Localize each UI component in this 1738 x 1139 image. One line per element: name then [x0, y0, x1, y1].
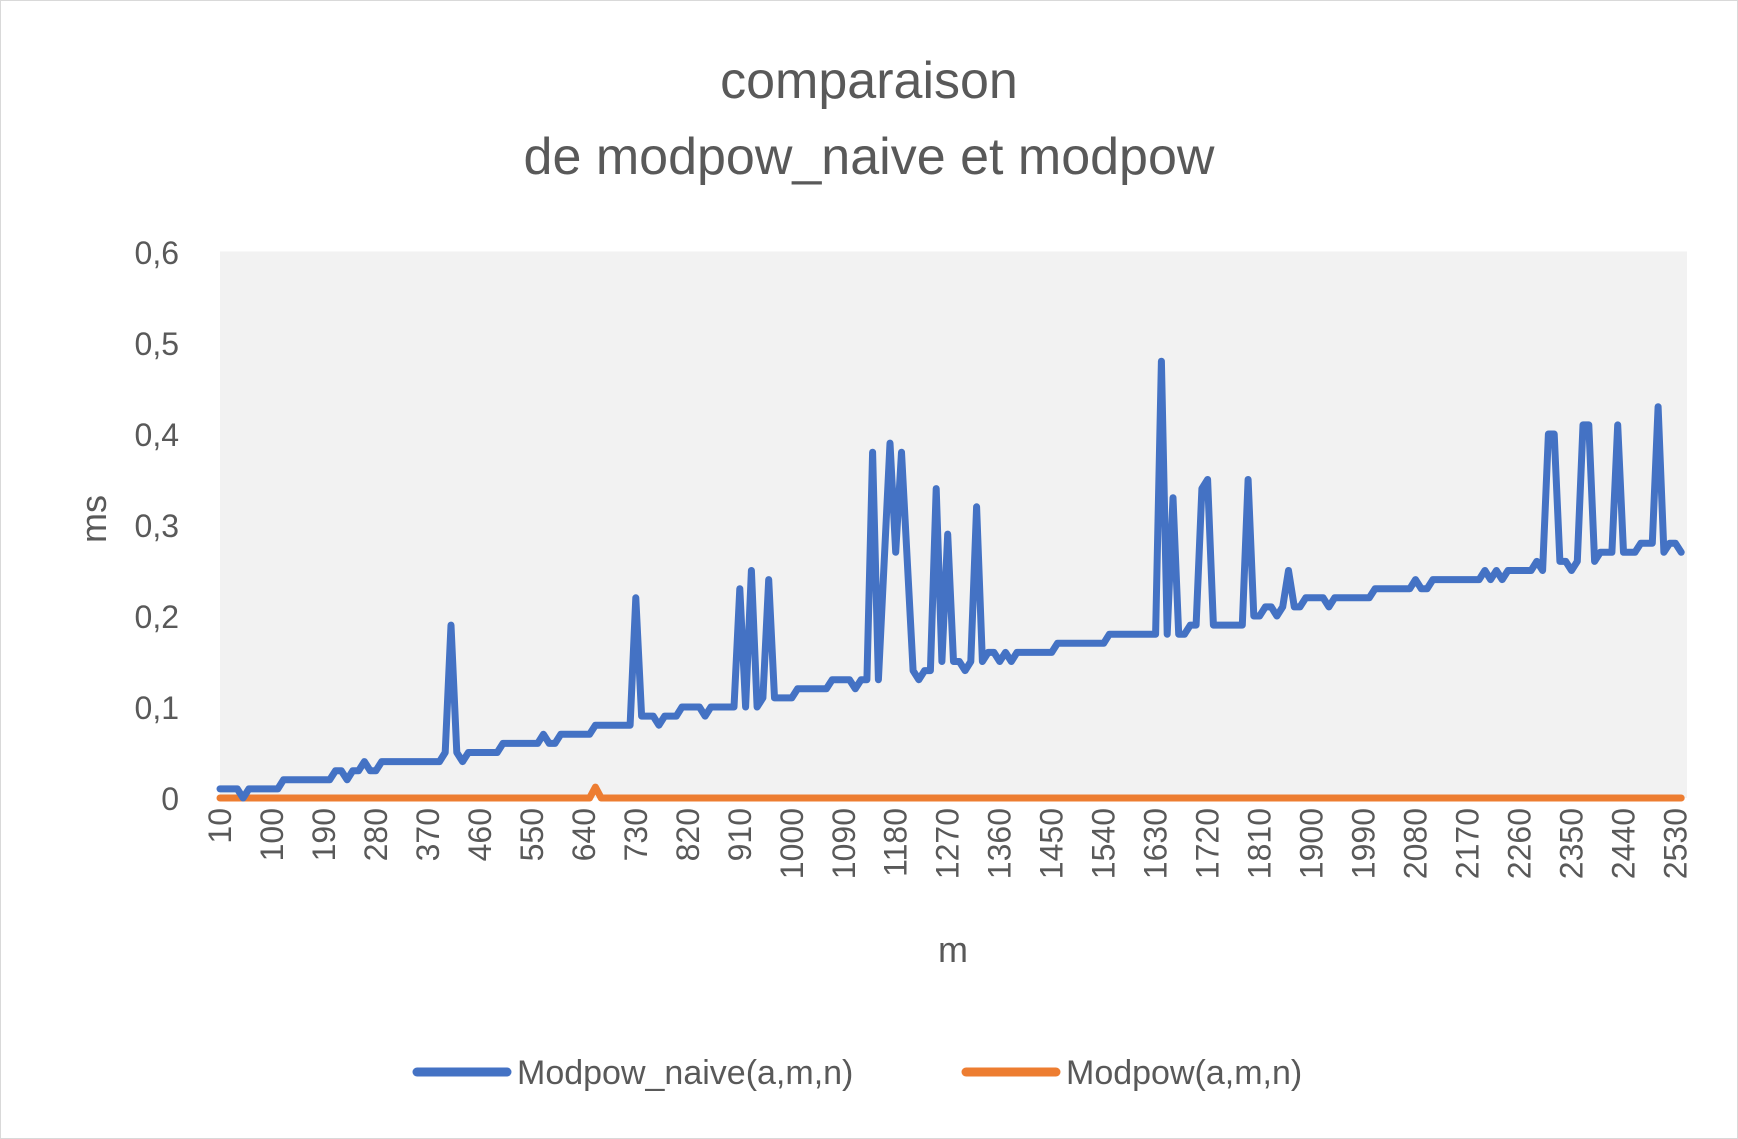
- y-axis-title: ms: [73, 495, 114, 543]
- x-tick-label: 1810: [1242, 808, 1278, 879]
- y-tick-label: 0,1: [135, 690, 179, 726]
- x-tick-label: 1630: [1138, 808, 1174, 879]
- x-tick-label: 2170: [1450, 808, 1486, 879]
- x-tick-label: 460: [462, 808, 498, 861]
- x-axis-ticks: 10 100 190 280 370 460 550 640 730 820 910 1000 1090…: [202, 808, 1693, 879]
- series-line-modpow-naive: [216, 357, 1685, 802]
- x-tick-label: 1900: [1294, 808, 1330, 879]
- y-tick-label: 0,3: [135, 508, 179, 544]
- chart-title-line-2: de modpow_naive et modpow: [523, 128, 1215, 186]
- x-tick-label: 280: [358, 808, 394, 861]
- x-tick-label: 1720: [1190, 808, 1226, 879]
- x-tick-label: 1450: [1034, 808, 1070, 879]
- x-tick-label: 730: [618, 808, 654, 861]
- gridlines: [220, 251, 1687, 708]
- y-tick-label: 0,6: [135, 235, 179, 271]
- x-tick-label: 1180: [878, 808, 914, 877]
- x-tick-label: 1360: [982, 808, 1018, 879]
- chart-title: comparaison de modpow_naive et modpow: [1, 43, 1737, 195]
- x-tick-label: 2350: [1553, 808, 1589, 879]
- x-tick-label: 1540: [1086, 808, 1122, 879]
- y-tick-label: 0,2: [135, 599, 179, 635]
- x-tick-label: 640: [566, 808, 602, 861]
- series-lines: [216, 357, 1685, 802]
- x-tick-label: 550: [514, 808, 550, 861]
- x-tick-label: 820: [670, 808, 706, 861]
- y-axis-ticks: 0 0,1 0,2 0,3 0,4 0,5 0,6: [135, 235, 179, 817]
- legend: Modpow_naive(a,m,n) Modpow(a,m,n): [412, 1054, 1302, 1092]
- chart-title-line-1: comparaison: [720, 52, 1018, 110]
- x-tick-label: 1090: [826, 808, 862, 879]
- legend-label-modpow: Modpow(a,m,n): [1066, 1054, 1302, 1092]
- y-tick-label: 0,5: [135, 326, 179, 362]
- series-line-modpow: [216, 783, 1685, 802]
- y-tick-label: 0,4: [135, 417, 179, 453]
- x-tick-label: 2440: [1605, 808, 1641, 879]
- x-tick-label: 100: [254, 808, 290, 861]
- x-tick-label: 1000: [774, 808, 810, 879]
- y-tick-label: 0: [161, 781, 179, 817]
- x-tick-label: 2530: [1657, 808, 1693, 879]
- x-tick-label: 190: [306, 808, 342, 861]
- x-tick-label: 1990: [1346, 808, 1382, 879]
- legend-label-modpow-naive: Modpow_naive(a,m,n): [517, 1054, 853, 1092]
- x-tick-label: 1270: [930, 808, 966, 879]
- x-axis-title: m: [938, 929, 968, 970]
- x-tick-label: 2080: [1398, 808, 1434, 879]
- x-tick-label: 10: [202, 808, 238, 844]
- x-tick-label: 2260: [1502, 808, 1538, 879]
- x-tick-label: 370: [410, 808, 446, 861]
- x-tick-label: 910: [722, 808, 758, 861]
